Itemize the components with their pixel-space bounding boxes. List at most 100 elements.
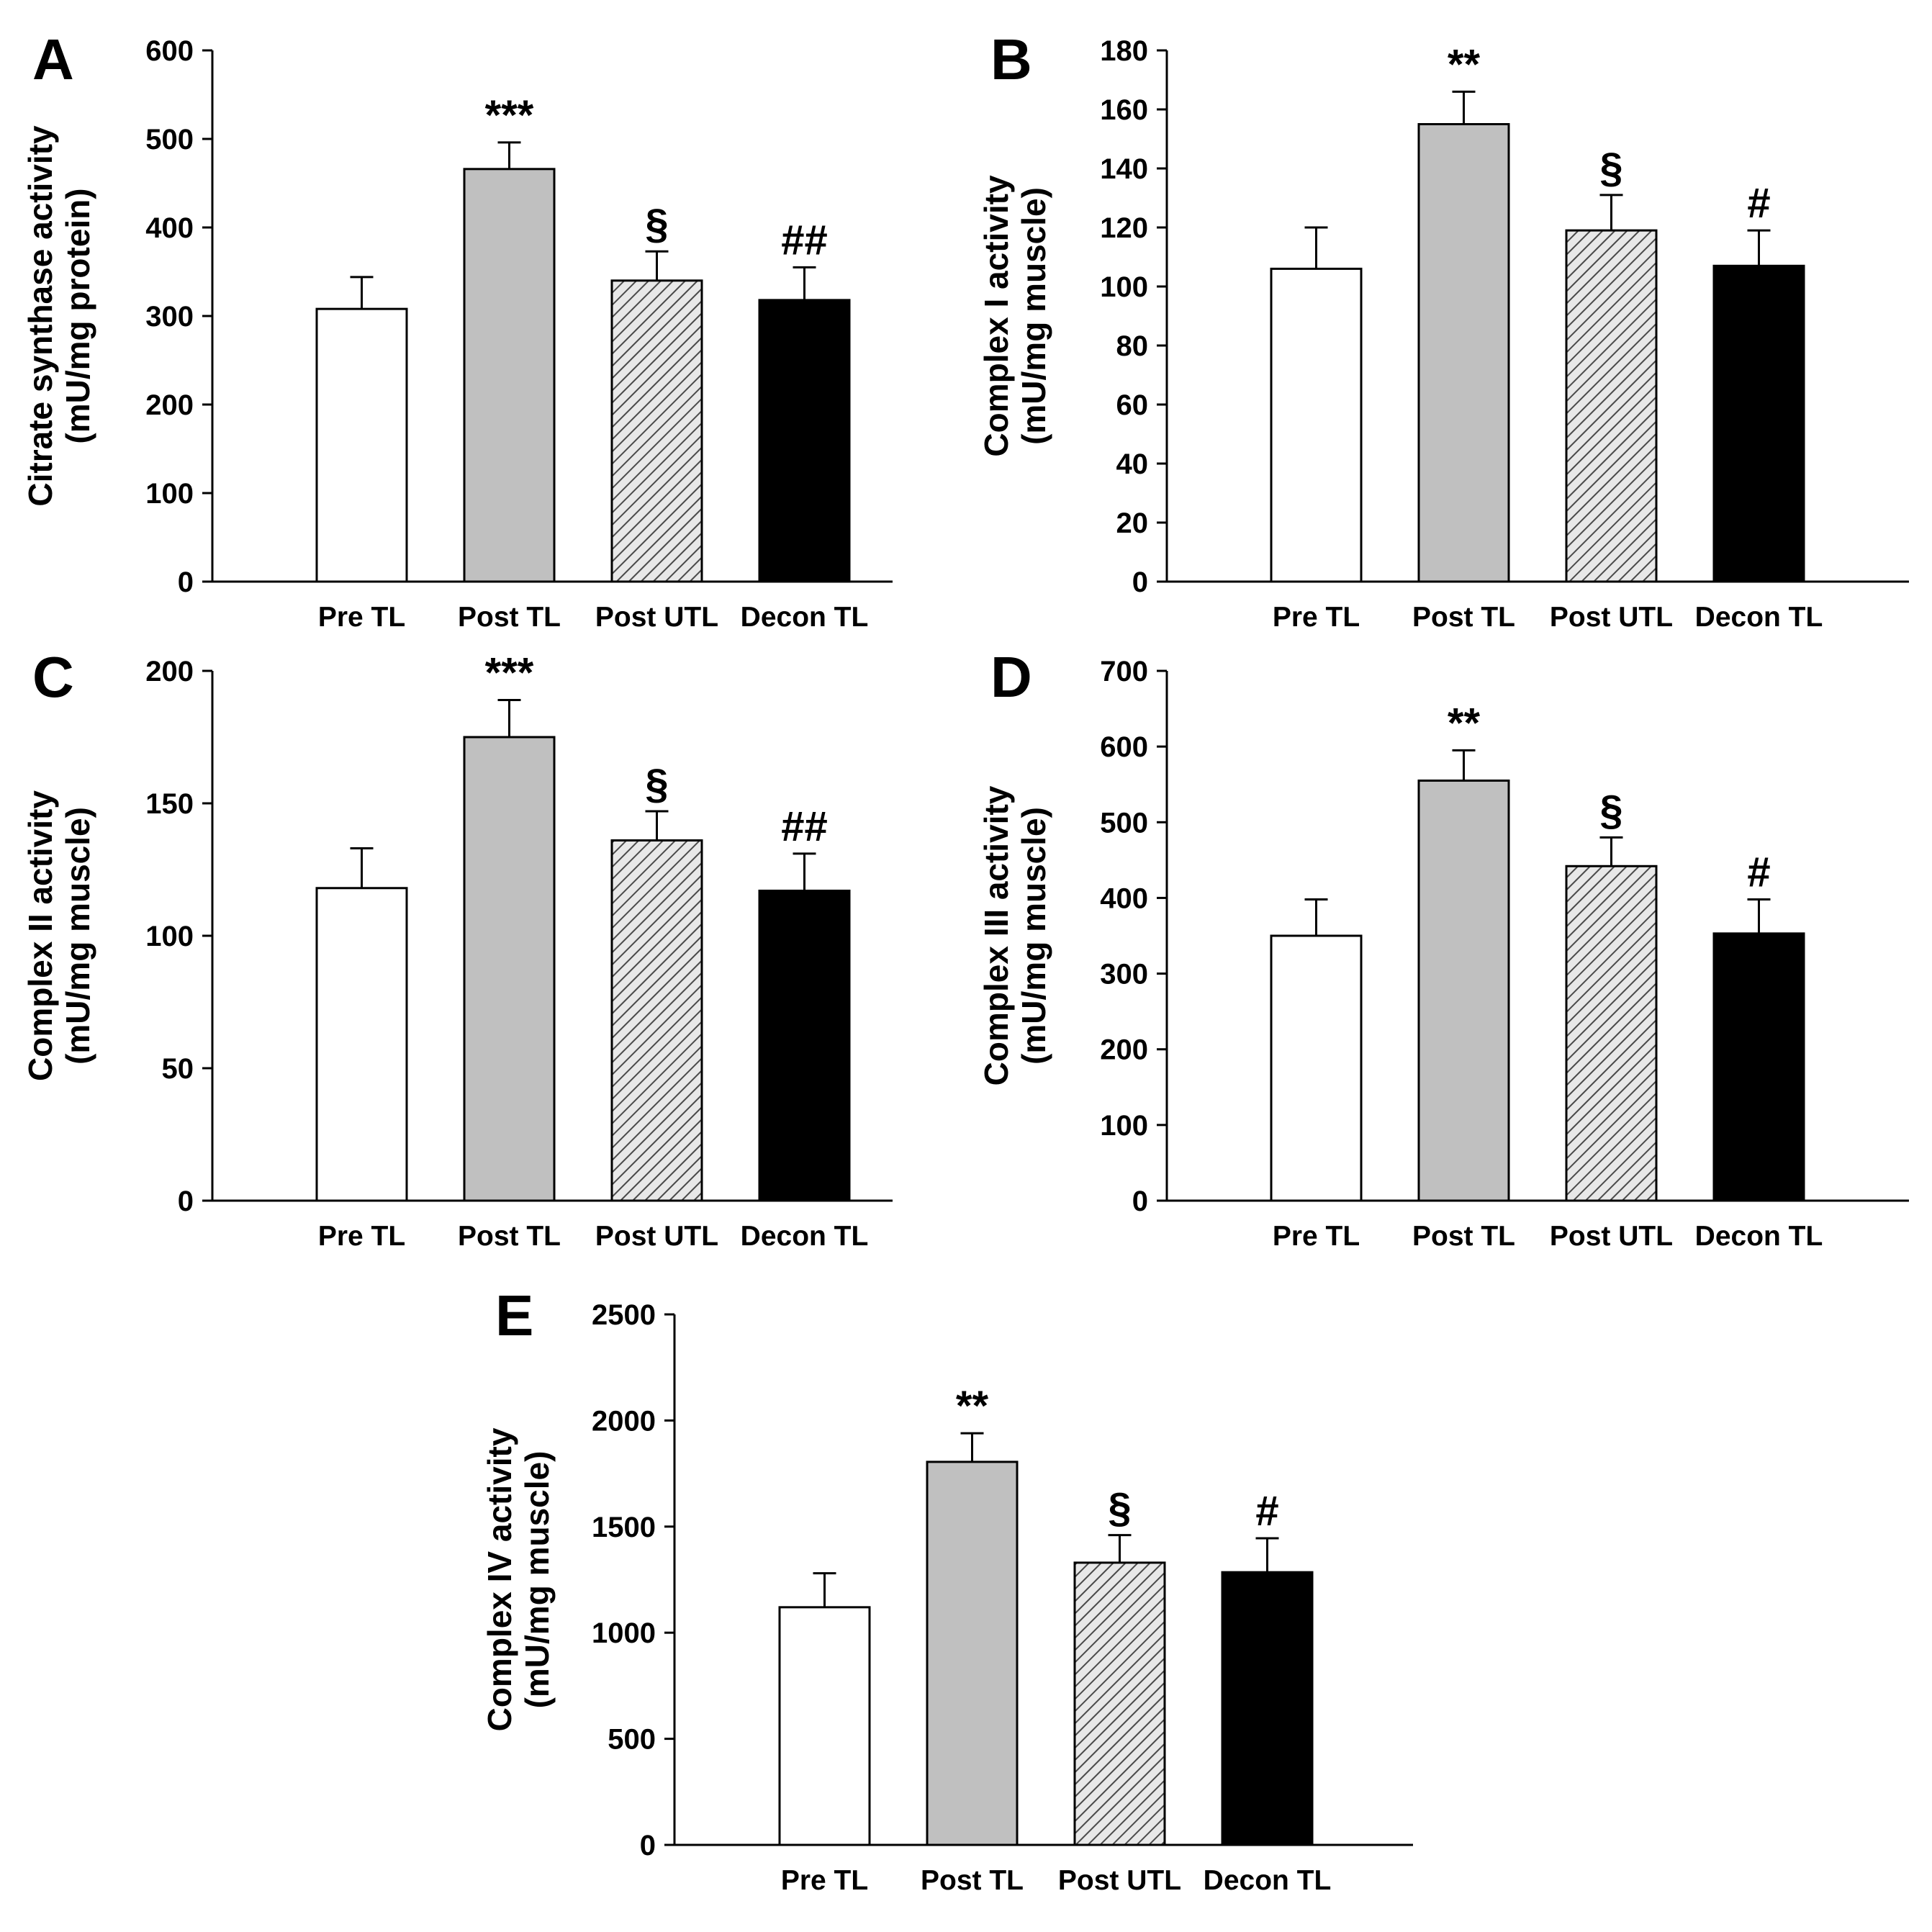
panel-letter: B <box>990 27 1032 91</box>
y-tick-label: 500 <box>608 1724 656 1756</box>
y-tick-label: 20 <box>1116 507 1149 539</box>
y-axis-title-line-1: Complex I activity <box>978 175 1015 457</box>
significance-label: ** <box>956 1383 989 1430</box>
significance-label: ## <box>781 217 828 263</box>
chart-panel-e: E Complex IV activity(mU/mg muscle) 0 500 10… <box>481 1283 1413 1896</box>
bar <box>463 168 556 583</box>
x-tick-label: Pre TL <box>1273 602 1360 633</box>
bar <box>315 307 408 583</box>
panel-letter: A <box>32 27 74 91</box>
y-axis-title: Complex III activity(mU/mg muscle) <box>978 785 1052 1085</box>
bar <box>1565 229 1658 583</box>
x-tick-label: Decon TL <box>741 602 869 633</box>
significance-label: ## <box>781 803 828 850</box>
y-tick-label: 50 <box>162 1053 194 1085</box>
y-tick-label: 2000 <box>592 1405 656 1437</box>
x-tick-label: Post TL <box>921 1865 1024 1896</box>
bar <box>463 736 556 1202</box>
x-tick-label: Post UTL <box>1058 1865 1181 1896</box>
x-tick-label: Post UTL <box>595 602 718 633</box>
bar <box>1221 1571 1314 1846</box>
chart-panel-c: C Complex II activity(mU/mg muscle) 0 50 100… <box>22 645 893 1252</box>
y-tick-label: 120 <box>1100 212 1148 244</box>
significance-label: ** <box>1448 41 1481 88</box>
significance-label: ** <box>1448 700 1481 746</box>
significance-label: # <box>1747 849 1770 896</box>
x-tick-label: Post TL <box>1412 1221 1515 1252</box>
y-tick-label: 1500 <box>592 1512 656 1543</box>
x-tick-label: Post TL <box>458 1221 561 1252</box>
y-tick-label: 2500 <box>592 1299 656 1331</box>
bar <box>778 1606 871 1846</box>
y-tick-label: 500 <box>1100 807 1148 839</box>
y-tick-label: 600 <box>145 35 194 67</box>
y-axis-title-line-1: Complex II activity <box>22 790 59 1081</box>
y-tick-label: 0 <box>178 1186 194 1217</box>
y-axis-title-line-2: (mU/mg protein) <box>59 188 96 443</box>
bar <box>758 889 851 1202</box>
y-tick-label: 200 <box>1100 1034 1148 1066</box>
bar <box>926 1461 1019 1846</box>
significance-label: # <box>1747 180 1770 227</box>
significance-label: § <box>645 201 668 248</box>
y-tick-label: 160 <box>1100 94 1148 126</box>
y-tick-label: 0 <box>1132 1186 1148 1217</box>
y-tick-label: 400 <box>1100 883 1148 914</box>
significance-label: *** <box>485 649 534 696</box>
y-tick-label: 200 <box>145 656 194 687</box>
y-axis-title: Citrate synthase activity(mU/mg protein) <box>22 125 96 507</box>
y-axis-title: Complex II activity(mU/mg muscle) <box>22 790 96 1081</box>
y-tick-label: 400 <box>145 212 194 244</box>
chart-panel-b: B Complex I activity(mU/mg muscle) 0 20 40 60… <box>978 27 1909 633</box>
y-tick-label: 40 <box>1116 448 1149 480</box>
x-tick-label: Pre TL <box>318 602 405 633</box>
y-tick-label: 500 <box>145 124 194 155</box>
bar <box>610 279 703 583</box>
bar <box>1073 1561 1166 1846</box>
panel-letter: E <box>495 1283 533 1348</box>
y-tick-label: 100 <box>145 478 194 510</box>
bar <box>758 299 851 583</box>
x-tick-label: Decon TL <box>741 1221 869 1252</box>
y-tick-label: 140 <box>1100 153 1148 185</box>
y-axis-title: Complex IV activity(mU/mg muscle) <box>481 1427 556 1731</box>
significance-label: § <box>1599 787 1622 834</box>
y-axis-title-line-1: Complex IV activity <box>481 1427 518 1731</box>
y-axis-title-line-1: Complex III activity <box>978 785 1015 1085</box>
x-tick-label: Decon TL <box>1695 602 1823 633</box>
bar <box>1712 264 1805 583</box>
y-tick-label: 300 <box>1100 959 1148 990</box>
y-tick-label: 100 <box>145 921 194 952</box>
panel-letter: C <box>32 645 74 709</box>
bar <box>1565 865 1658 1202</box>
x-tick-label: Post TL <box>1412 602 1515 633</box>
y-tick-label: 60 <box>1116 389 1149 421</box>
y-tick-label: 200 <box>145 389 194 421</box>
x-tick-label: Decon TL <box>1695 1221 1823 1252</box>
y-axis-title-line-2: (mU/mg muscle) <box>59 807 96 1065</box>
y-tick-label: 700 <box>1100 656 1148 687</box>
x-tick-label: Post TL <box>458 602 561 633</box>
y-tick-label: 0 <box>178 566 194 598</box>
y-axis-title: Complex I activity(mU/mg muscle) <box>978 175 1052 457</box>
y-axis-title-line-2: (mU/mg muscle) <box>1015 187 1052 445</box>
significance-label: § <box>645 761 668 808</box>
bar <box>1417 779 1510 1202</box>
y-tick-label: 100 <box>1100 271 1148 303</box>
y-tick-label: 1000 <box>592 1617 656 1649</box>
x-tick-label: Post UTL <box>1550 1221 1673 1252</box>
bar <box>315 887 408 1202</box>
bar <box>610 839 703 1202</box>
y-tick-label: 300 <box>145 301 194 333</box>
y-tick-label: 0 <box>1132 566 1148 598</box>
y-axis-title-line-2: (mU/mg muscle) <box>1015 807 1052 1065</box>
bar <box>1712 932 1805 1202</box>
bar <box>1270 267 1363 583</box>
x-tick-label: Pre TL <box>1273 1221 1360 1252</box>
y-tick-label: 0 <box>640 1830 656 1861</box>
y-tick-label: 150 <box>145 788 194 820</box>
x-tick-label: Post UTL <box>595 1221 718 1252</box>
y-tick-label: 80 <box>1116 330 1149 362</box>
bar <box>1417 123 1510 583</box>
